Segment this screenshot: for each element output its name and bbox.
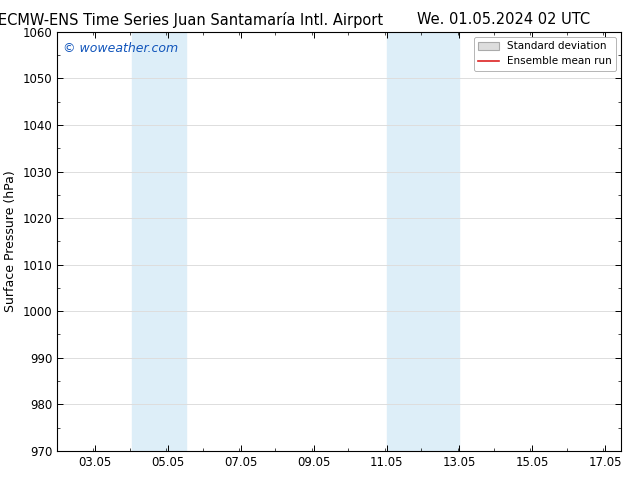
Legend: Standard deviation, Ensemble mean run: Standard deviation, Ensemble mean run [474, 37, 616, 71]
Y-axis label: Surface Pressure (hPa): Surface Pressure (hPa) [4, 171, 17, 312]
Text: We. 01.05.2024 02 UTC: We. 01.05.2024 02 UTC [417, 12, 591, 27]
Bar [387, 32, 459, 451]
Text: ECMW-ENS Time Series Juan Santamaría Intl. Airport: ECMW-ENS Time Series Juan Santamaría Int… [0, 12, 383, 28]
Text: © woweather.com: © woweather.com [63, 42, 178, 55]
Bar [132, 32, 186, 451]
